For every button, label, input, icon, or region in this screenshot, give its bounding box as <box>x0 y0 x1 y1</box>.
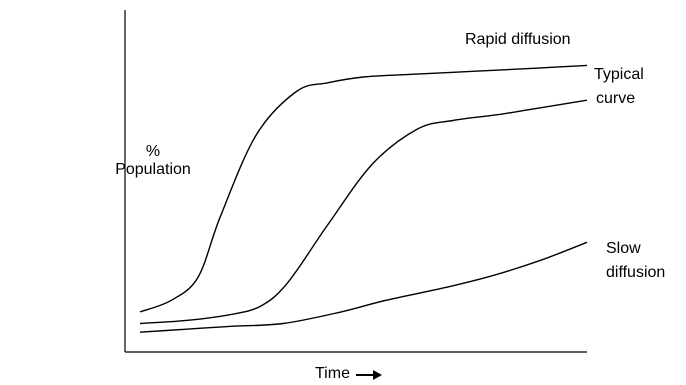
series-line-slow-diffusion <box>139 241 588 333</box>
annotation-typical-line2: curve <box>596 90 635 107</box>
annotation-rapid-diffusion: Rapid diffusion <box>465 31 571 48</box>
y-axis-label-line2: Population <box>115 161 191 178</box>
annotation-typical-line1: Typical <box>594 66 644 83</box>
series-line-rapid-diffusion <box>139 64 588 313</box>
series-line-typical-curve <box>139 99 588 325</box>
curves-layer <box>139 64 588 333</box>
y-axis-label-line1: % <box>146 143 160 160</box>
x-axis-arrow-icon <box>356 370 382 380</box>
annotation-slow-line2: diffusion <box>606 264 665 281</box>
annotation-slow-line1: Slow <box>606 240 641 257</box>
x-axis-label: Time <box>315 365 350 382</box>
